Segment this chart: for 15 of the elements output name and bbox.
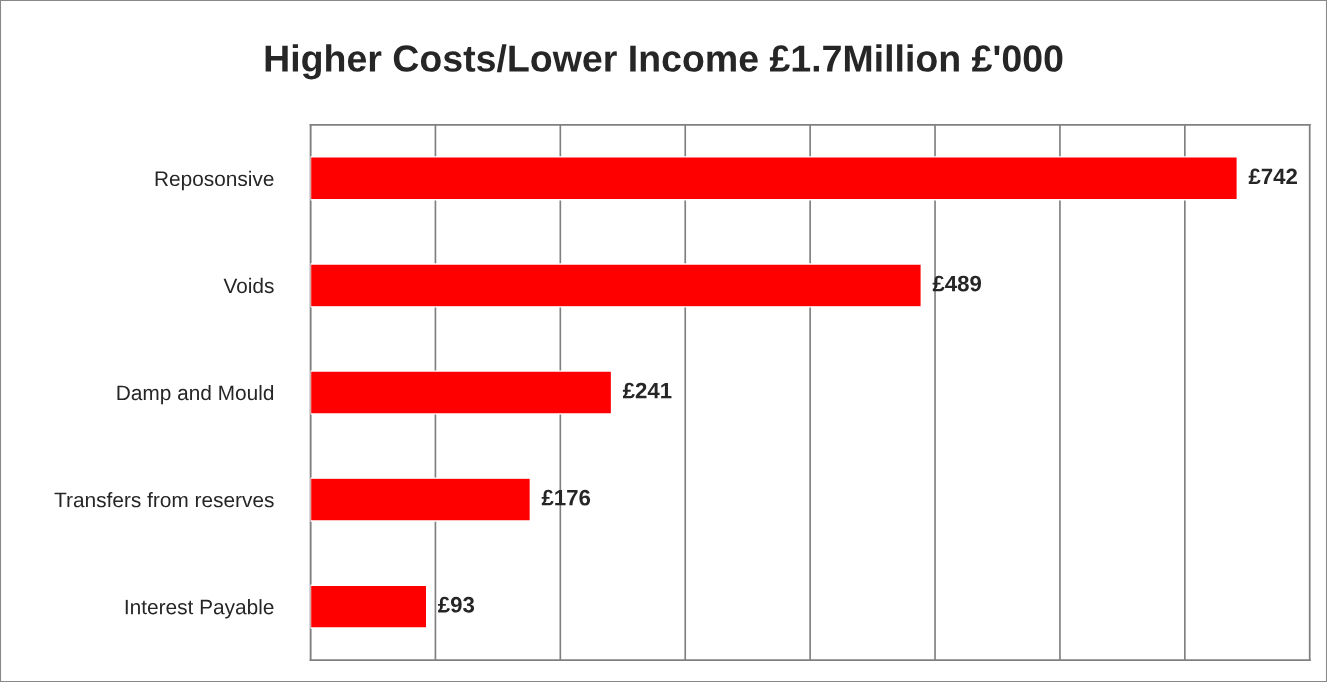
bar [310,263,922,308]
y-tick-label: Reposonsive [155,170,274,191]
y-tick-label: Transfers from reserves [54,492,274,508]
bar [310,477,532,522]
data-label: £742 [1248,168,1297,185]
data-label: £241 [622,382,672,399]
y-tick-label: Interest Payable [125,599,274,619]
y-tick-label: Voids [223,277,274,294]
data-label: £489 [932,275,982,292]
y-tick-label: Damp and Mould [117,384,274,405]
bar [310,370,613,415]
data-label: £93 [438,596,475,613]
chart-title: Higher Costs/Lower Income £1.7Million £'000 [265,44,1063,80]
bar [310,584,428,629]
bar [310,156,1238,201]
